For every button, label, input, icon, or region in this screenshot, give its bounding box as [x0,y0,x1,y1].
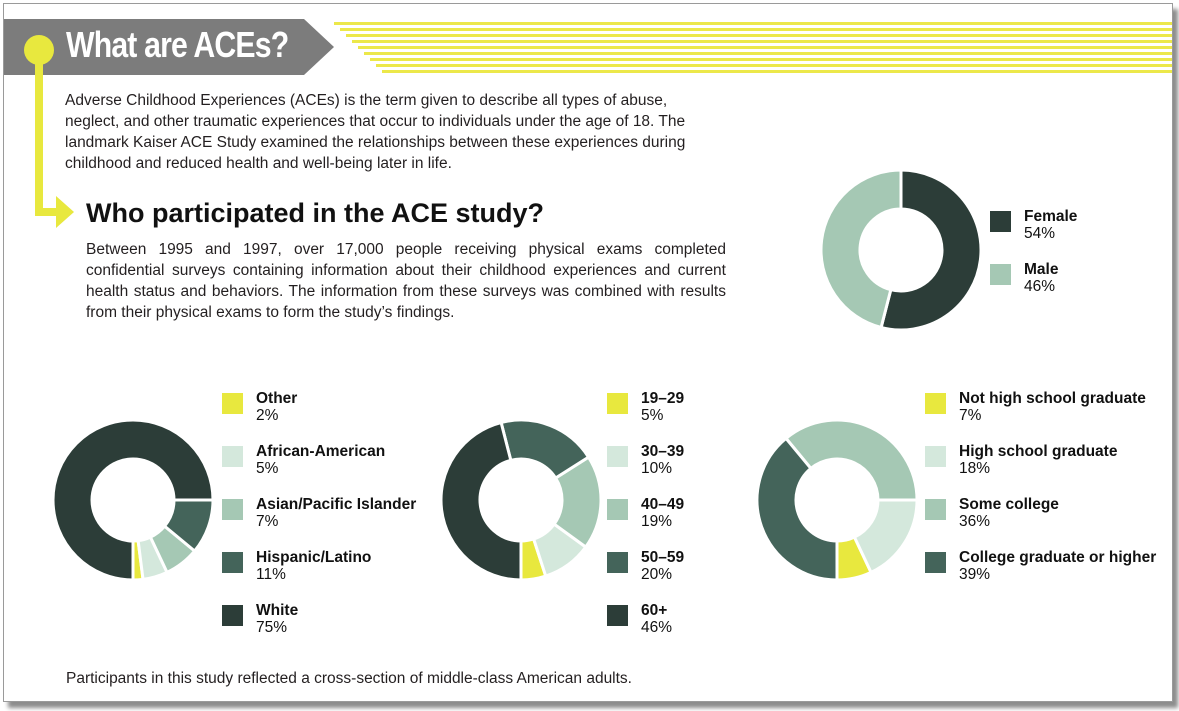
section-heading: Who participated in the ACE study? [86,198,545,228]
legend-swatch [222,446,243,467]
legend-label: Asian/Pacific Islander [256,496,417,513]
legend-swatch [222,605,243,626]
title-banner [4,19,334,75]
legend-value: 46% [1024,278,1056,295]
slice-40-49 [552,455,603,550]
gender-donut-chart [819,168,983,332]
legend-label: African-American [256,443,386,460]
legend-value: 19% [641,513,673,530]
legend-value: 18% [959,460,991,477]
slice-60 [439,420,523,582]
slice-asian-pacific-islander [148,524,197,575]
legend-value: 7% [959,407,982,424]
legend-value: 10% [641,460,673,477]
legend-swatch [607,552,628,573]
legend-label: 60+ [641,602,668,619]
legend-label: 19–29 [641,390,685,407]
legend-value: 5% [256,460,279,477]
legend-value: 46% [641,619,673,636]
legend-swatch [925,393,946,414]
infographic-card: What are ACEs? Adverse Childhood Experie… [3,3,1173,702]
legend-swatch [607,499,628,520]
slice-30-39 [531,522,588,578]
race-donut-chart [51,418,215,582]
legend-value: 20% [641,566,673,583]
arrow-right-icon [56,196,74,228]
legend-value: 36% [959,513,991,530]
legend-label: Not high school graduate [959,390,1146,407]
slice-some-college [783,418,919,502]
legend-value: 75% [256,619,288,636]
legend-swatch [925,552,946,573]
legend-value: 11% [256,566,286,583]
legend-label: 30–39 [641,443,685,460]
slice-50-59 [499,418,591,481]
connector-line-horizontal [35,208,63,216]
legend-swatch [990,211,1011,232]
slice-white [51,418,215,582]
legend-swatch [222,552,243,573]
legend-value: 2% [256,407,279,424]
legend-swatch [607,605,628,626]
legend-label: Some college [959,496,1059,513]
education-donut-chart [755,418,919,582]
legend-label: 40–49 [641,496,685,513]
legend-label: College graduate or higher [959,549,1157,566]
connector-line [35,58,43,216]
legend-label: Male [1024,261,1059,278]
legend-swatch [222,499,243,520]
legend-swatch [607,393,628,414]
legend-value: 39% [959,566,991,583]
legend-swatch [925,446,946,467]
slice-college-graduate-or-higher [755,436,839,582]
slice-high-school-graduate [852,498,919,575]
age-donut-chart [439,418,603,582]
section-description: Between 1995 and 1997, over 17,000 peopl… [86,241,726,321]
legend-label: White [256,602,299,619]
slice-hispanic-latino [162,498,215,554]
legend-label: Female [1024,208,1078,225]
footnote: Participants in this study reflected a c… [66,670,632,687]
legend-label: 50–59 [641,549,685,566]
decorative-stripes [334,22,1172,73]
page-title: What are ACEs? [66,24,289,65]
legend-label: Hispanic/Latino [256,549,372,566]
legend-swatch [990,264,1011,285]
legend-label: Other [256,390,298,407]
legend-value: 7% [256,513,279,530]
legend-value: 54% [1024,225,1056,242]
legend-value: 5% [641,407,664,424]
legend-swatch [222,393,243,414]
slice-female [879,168,983,332]
slice-male [819,168,903,330]
legend-swatch [925,499,946,520]
intro-paragraph: Adverse Childhood Experiences (ACEs) is … [65,92,686,172]
legend-label: High school graduate [959,443,1118,460]
legend-swatch [607,446,628,467]
